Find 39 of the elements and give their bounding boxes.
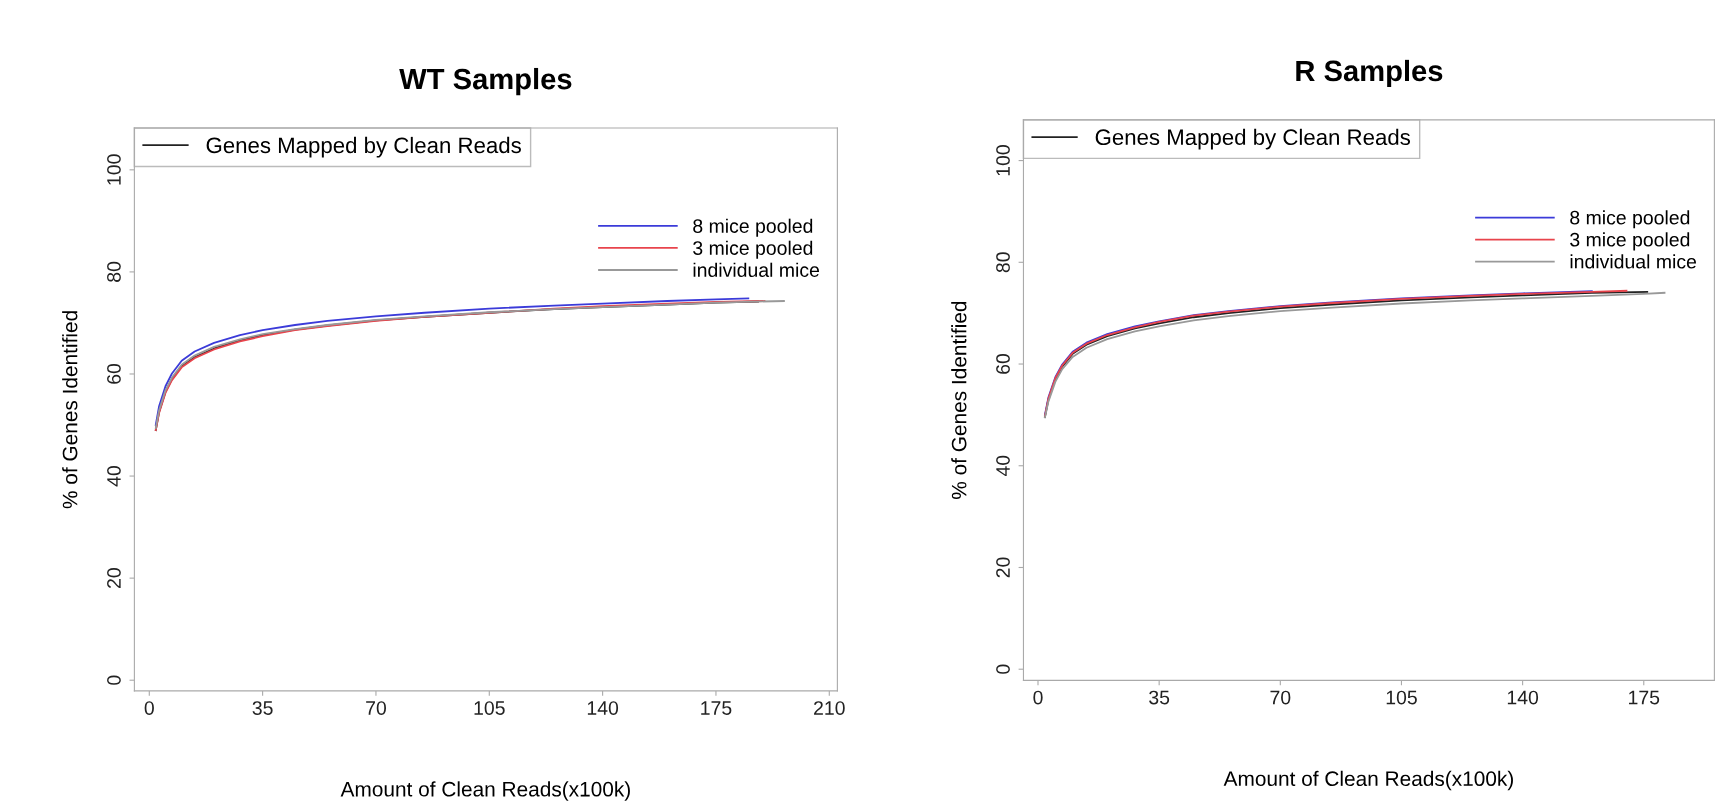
x-axis-title: Amount of Clean Reads(x100k) bbox=[1223, 770, 1513, 791]
y-tick-label: 40 bbox=[107, 466, 121, 487]
x-axis-title: Amount of Clean Reads(x100k) bbox=[340, 781, 630, 801]
legend-label: 8 mice pooled bbox=[693, 218, 813, 237]
y-tick-label: 0 bbox=[107, 675, 121, 685]
x-tick-label: 210 bbox=[814, 701, 845, 715]
x-tick-label: 105 bbox=[1386, 690, 1417, 705]
legend-label: Genes Mapped by Clean Reads bbox=[206, 136, 521, 158]
y-axis-title: % of Genes Identified bbox=[951, 301, 967, 499]
y-tick-label: 20 bbox=[996, 557, 1010, 578]
x-tick-label: 0 bbox=[144, 701, 154, 715]
x-tick-label: 0 bbox=[1033, 690, 1043, 705]
chart-title: R Samples bbox=[1296, 59, 1443, 88]
x-tick-label: 175 bbox=[1629, 690, 1660, 705]
y-tick-label: 60 bbox=[996, 353, 1010, 374]
x-tick-label: 35 bbox=[1149, 690, 1170, 705]
y-tick-label: 100 bbox=[996, 145, 1010, 176]
x-tick-label: 140 bbox=[1507, 690, 1539, 705]
y-tick-label: 60 bbox=[107, 363, 121, 384]
y-tick-label: 20 bbox=[107, 568, 121, 588]
y-tick-label: 80 bbox=[107, 261, 121, 282]
y-tick-label: 40 bbox=[996, 455, 1010, 477]
legend-label: individual mice bbox=[693, 262, 820, 277]
x-tick-label: 70 bbox=[1270, 690, 1291, 705]
legend-label: individual mice bbox=[1570, 254, 1697, 269]
y-axis-title: % of Genes Identified bbox=[62, 311, 78, 509]
y-tick-label: 100 bbox=[107, 154, 121, 185]
x-tick-label: 105 bbox=[474, 701, 505, 715]
legend-label: 3 mice pooled bbox=[1570, 232, 1690, 251]
legend-label: Genes Mapped by Clean Reads bbox=[1095, 128, 1411, 150]
x-tick-label: 140 bbox=[587, 701, 619, 715]
y-tick-label: 0 bbox=[996, 664, 1010, 674]
legend-label: 8 mice pooled bbox=[1570, 210, 1690, 229]
chart-title: WT Samples bbox=[399, 67, 572, 96]
legend-label: 3 mice pooled bbox=[693, 240, 813, 259]
x-tick-label: 70 bbox=[366, 701, 387, 715]
x-tick-label: 35 bbox=[252, 701, 273, 715]
x-tick-label: 175 bbox=[701, 701, 732, 715]
y-tick-label: 80 bbox=[996, 252, 1010, 273]
